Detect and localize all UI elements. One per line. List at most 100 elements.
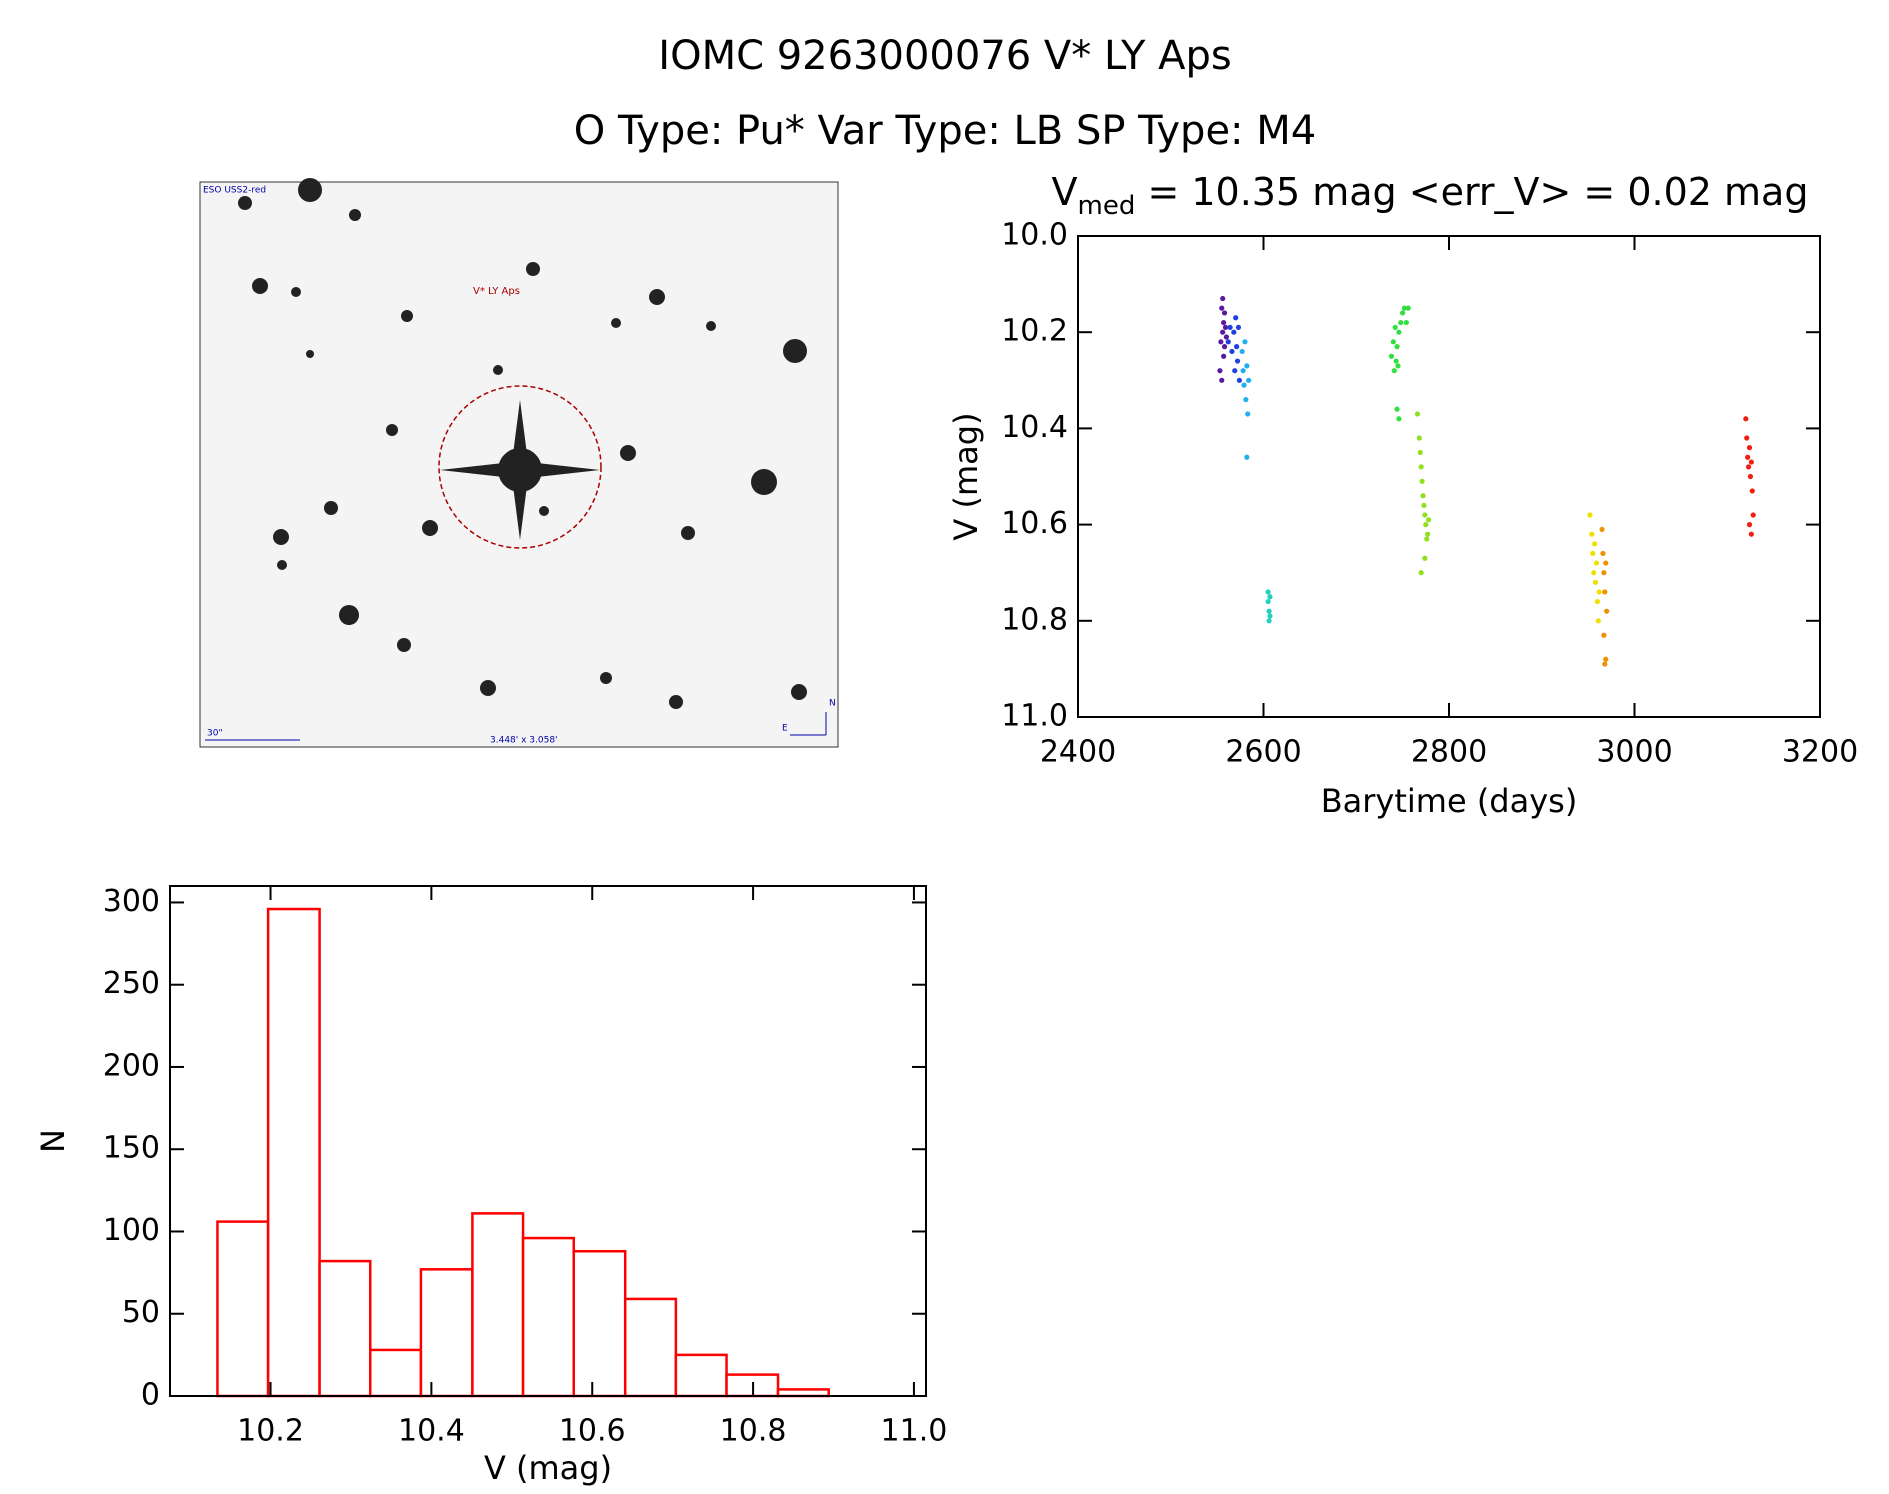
data-point (1221, 319, 1227, 326)
histogram-bar (623, 1297, 678, 1398)
x-tick-label: 3200 (1782, 735, 1858, 770)
data-point (1225, 339, 1231, 345)
title-part: = 10.35 mag <err_V> = 0.02 mag (1135, 170, 1808, 214)
y-tick-label: 10.4 (1001, 410, 1068, 445)
data-point (1425, 517, 1432, 523)
data-point (1603, 560, 1609, 566)
sky-image: ESO USS2-red V* LY Aps 30" 3.448' x 3.05… (199, 178, 839, 748)
data-point (1592, 579, 1599, 585)
data-point (1392, 324, 1398, 330)
x-axis-label: V (mag) (484, 1449, 612, 1487)
y-tick-label: 10.6 (1001, 506, 1068, 541)
x-tick-label: 10.4 (398, 1414, 465, 1449)
x-tick-label: 2400 (1040, 735, 1116, 770)
y-axis-label: V (mag) (947, 412, 985, 540)
data-point (1219, 305, 1225, 311)
histogram-bar (471, 1212, 525, 1398)
data-point (1603, 656, 1609, 662)
data-point (1236, 377, 1242, 383)
y-tick-label: 11.0 (1001, 699, 1068, 734)
y-tick-label: 0 (141, 1378, 160, 1413)
data-point (1394, 406, 1400, 412)
y-tick-label: 250 (103, 966, 160, 1001)
data-point (1240, 368, 1246, 374)
target-circle (438, 385, 602, 549)
data-point (1604, 608, 1610, 614)
data-point (1243, 396, 1249, 403)
data-point (1587, 512, 1593, 518)
data-point (1246, 377, 1252, 383)
data-point (1401, 305, 1408, 311)
data-point (1219, 377, 1225, 383)
histogram-bar (521, 1236, 575, 1398)
y-tick-label: 50 (122, 1295, 160, 1330)
data-point (1417, 449, 1423, 456)
data-point (1749, 488, 1755, 494)
data-point (1746, 522, 1753, 528)
data-point (1388, 353, 1395, 359)
data-point (1266, 608, 1272, 614)
histogram-bar (572, 1249, 627, 1398)
x-tick-label: 10.8 (720, 1414, 787, 1449)
x-tick-label: 2800 (1411, 735, 1487, 770)
data-point (1218, 339, 1224, 345)
data-point (1396, 416, 1402, 422)
data-point (1234, 344, 1240, 350)
data-point (1747, 473, 1754, 480)
histogram-bar (266, 907, 321, 1398)
data-point (1396, 329, 1402, 335)
title-part: V (1052, 170, 1078, 214)
data-point (1601, 570, 1607, 576)
chart-title: Vmed = 10.35 mag <err_V> = 0.02 mag (1052, 170, 1809, 221)
compass (790, 712, 827, 736)
y-tick-label: 100 (103, 1213, 160, 1248)
data-point (1403, 319, 1409, 326)
data-point (1265, 598, 1271, 605)
histogram-bar (369, 1348, 423, 1398)
data-point (1241, 382, 1247, 388)
data-point (1748, 531, 1754, 537)
data-point (1393, 358, 1399, 364)
data-point (1419, 478, 1425, 484)
histogram-bar (419, 1268, 474, 1398)
data-point (1423, 522, 1429, 528)
target-label: V* LY Aps (473, 286, 520, 297)
data-point (1424, 536, 1430, 542)
histogram-bar (216, 1220, 270, 1398)
data-point (1602, 661, 1608, 667)
y-tick-label: 10.2 (1001, 314, 1068, 349)
data-point (1400, 310, 1406, 316)
data-point (1234, 358, 1241, 364)
x-axis-label: Barytime (days) (1321, 782, 1578, 820)
data-point (1600, 550, 1606, 557)
title-part: med (1078, 191, 1136, 221)
page-subtitle: O Type: Pu* Var Type: LB SP Type: M4 (574, 108, 1316, 154)
data-point (1420, 493, 1426, 499)
compass-north: N (829, 699, 836, 709)
data-point (1217, 368, 1223, 374)
histogram-bar (674, 1353, 728, 1398)
data-point (1591, 570, 1597, 576)
data-point (1242, 339, 1248, 345)
data-point (1746, 445, 1753, 451)
data-point (1232, 368, 1238, 374)
y-axis-label: N (34, 1129, 72, 1153)
histogram-bar (318, 1259, 372, 1398)
data-point (1422, 512, 1428, 518)
data-point (1593, 560, 1600, 566)
data-point (1590, 550, 1596, 557)
data-point (1589, 531, 1595, 537)
data-point (1222, 324, 1229, 330)
data-point (1394, 344, 1400, 350)
compass-east: E (782, 724, 788, 734)
data-point (1592, 541, 1598, 547)
data-point (1227, 324, 1233, 330)
data-point (1221, 310, 1228, 316)
x-tick-label: 2600 (1225, 735, 1301, 770)
data-point (1244, 363, 1250, 369)
x-tick-label: 10.2 (237, 1414, 304, 1449)
y-tick-label: 200 (103, 1048, 160, 1083)
data-point (1266, 618, 1272, 624)
data-point (1594, 598, 1600, 605)
